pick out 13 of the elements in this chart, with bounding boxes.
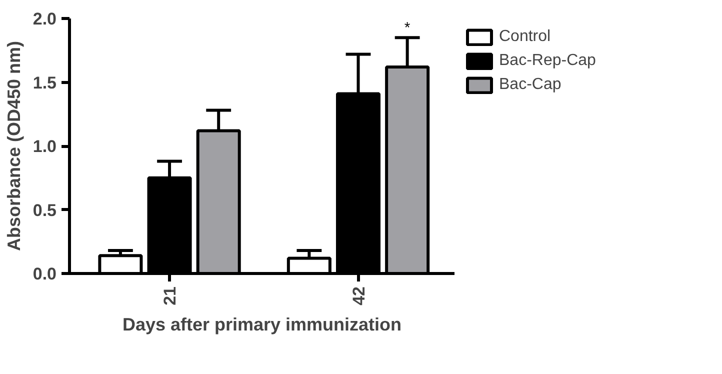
y-tick-label: 1.5 [32,73,57,92]
y-tick-label: 1.0 [32,137,57,156]
x-axis-title: Days after primary immunization [122,314,402,334]
y-tick-label: 0.0 [32,264,57,284]
y-axis-title: Absorbance (OD450 nm) [4,40,24,252]
x-tick-label: 21 [160,286,180,306]
annotation: * [404,20,410,37]
legend-label: Bac-Cap [499,76,562,94]
legend-label: Bac-Rep-Cap [499,52,596,70]
legend-label: Control [499,28,551,46]
x-tick-label: 42 [349,286,368,306]
y-tick-label: 0.5 [32,200,57,220]
y-tick-label: 2.0 [32,10,57,28]
